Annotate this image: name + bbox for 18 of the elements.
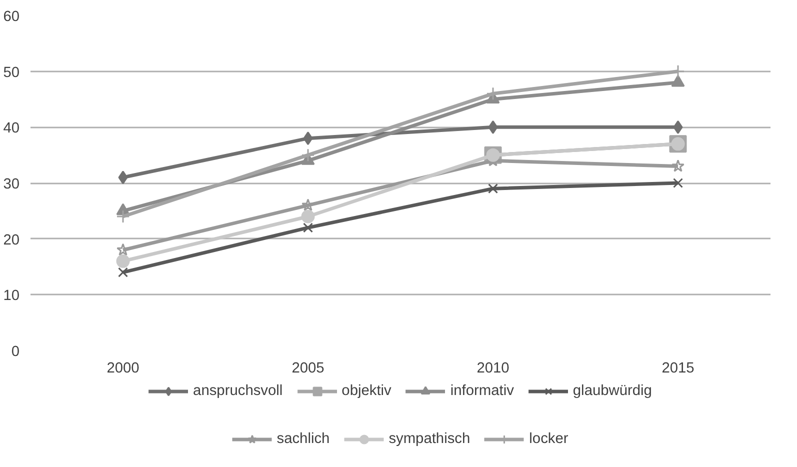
legend-label: anspruchsvoll <box>193 383 283 399</box>
x-tick-label: 2015 <box>662 360 694 376</box>
legend-label: informativ <box>450 383 514 399</box>
y-tick-label: 50 <box>3 64 20 81</box>
x-tick-label: 2005 <box>292 360 324 376</box>
y-tick-label: 10 <box>3 288 20 304</box>
legend-label: sachlich <box>276 431 330 447</box>
x-tick-label: 2010 <box>476 360 510 376</box>
legend-label: locker <box>529 431 568 447</box>
legend-label: objektiv <box>342 383 392 399</box>
y-tick-label: 60 <box>3 9 20 25</box>
y-tick-label: 40 <box>3 120 20 137</box>
x-tick-label: 2000 <box>106 360 140 376</box>
legend-label: sympathisch <box>388 431 470 447</box>
y-tick-label: 20 <box>3 232 20 248</box>
legend-label: glaubwürdig <box>572 383 652 399</box>
y-tick-label: 30 <box>3 176 20 192</box>
y-tick-label: 0 <box>11 344 20 360</box>
